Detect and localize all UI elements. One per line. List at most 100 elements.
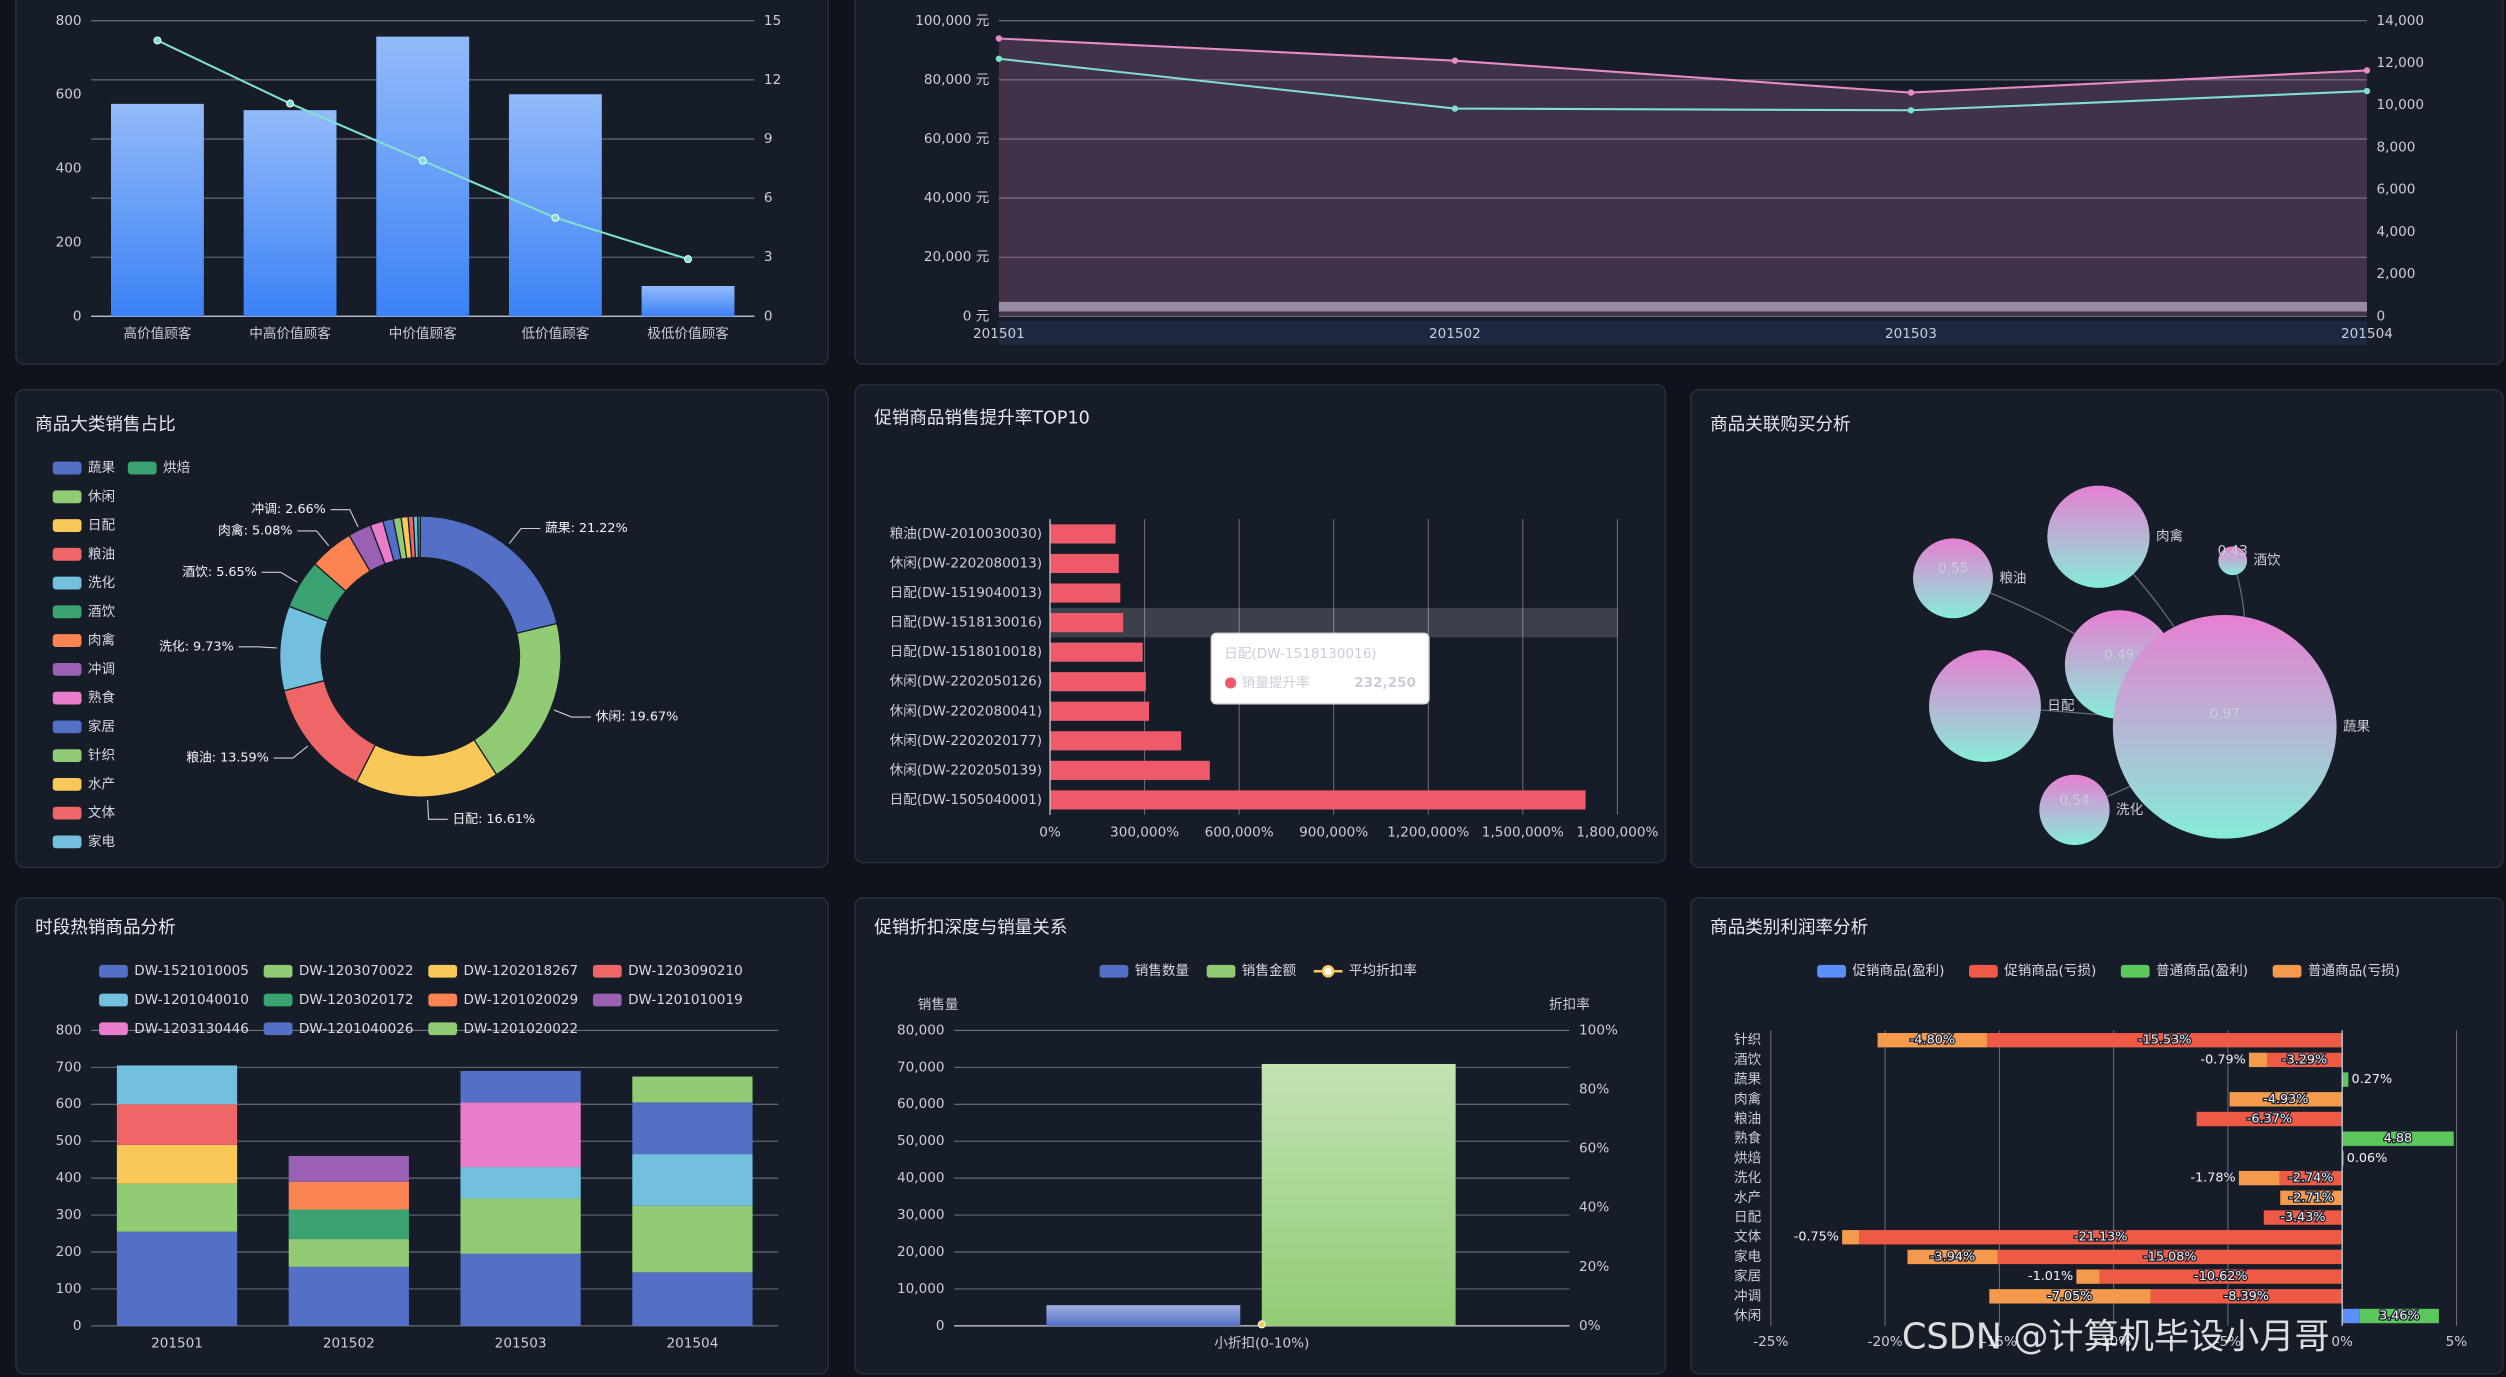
x-tick-label: 600,000%: [1205, 824, 1274, 840]
chart-title: 促销折扣深度与销量关系: [874, 918, 1067, 938]
y2-tick-label: 60%: [1579, 1141, 1609, 1157]
zoom-track: [998, 321, 2367, 346]
bar-segment: [632, 1272, 753, 1326]
bar: [1050, 701, 1150, 721]
legend-swatch: [263, 993, 293, 1007]
legend-swatch: [1817, 964, 1846, 978]
legend-label: 普通商品(亏损): [2308, 963, 2400, 979]
legend-label: DW-1201040026: [299, 1021, 414, 1037]
legend-swatch: [52, 490, 82, 504]
data-label: 冲调: 2.66%: [251, 502, 325, 517]
legend-swatch: [1099, 964, 1129, 978]
y-tick-label: 60,000 元: [924, 131, 989, 147]
y-tick-label: 针织: [1734, 1032, 1761, 1048]
area: [998, 38, 2367, 317]
watermark: CSDN @计算机毕设小月哥: [1902, 1317, 2330, 1358]
legend-label: 水产: [88, 776, 115, 792]
bar-sheen: [508, 94, 602, 317]
y2-tick-label: 0: [2377, 308, 2386, 324]
data-label: 蔬果: 21.22%: [545, 521, 628, 536]
node-label: 日配: [2047, 698, 2075, 714]
y-tick-label: 休闲(DW-2202050139): [890, 762, 1042, 778]
tooltip-value: 232,250: [1354, 675, 1416, 691]
y-tick-label: 700: [56, 1059, 82, 1075]
line-point: [418, 156, 427, 165]
node: [2218, 546, 2248, 576]
data-label: -3.29%: [2282, 1052, 2327, 1067]
legend-swatch: [592, 964, 622, 978]
x-tick-label: 低价值顾客: [521, 325, 589, 342]
zoom-bar: [998, 301, 2367, 312]
legend-label: DW-1202018267: [463, 963, 578, 979]
x-tick-label: -10%: [2096, 1334, 2131, 1350]
x-tick-label: 900,000%: [1299, 824, 1368, 840]
data-label: 肉禽: 5.08%: [218, 522, 292, 538]
bar-segment: [460, 1253, 581, 1326]
data-label: -1.01%: [2028, 1269, 2073, 1284]
data-label: -2.71%: [2289, 1190, 2334, 1205]
legend-label: 烘焙: [163, 460, 191, 476]
y-tick-label: 400: [56, 161, 82, 177]
label-line: [261, 571, 298, 583]
bar-segment: [288, 1266, 409, 1326]
legend-swatch: [428, 993, 458, 1007]
legend-label: DW-1201020029: [463, 992, 578, 1008]
legend-label: 文体: [88, 805, 116, 821]
legend-swatch: [1969, 964, 1998, 978]
x-tick-label: 201502: [323, 1335, 375, 1351]
y-tick-label: 文体: [1734, 1229, 1762, 1245]
y-tick-label: 200: [56, 234, 82, 250]
y-tick-label: 100,000 元: [915, 13, 989, 29]
legend-label: 休闲: [88, 489, 115, 505]
bar-sheen: [641, 286, 735, 317]
bar-segment: [2076, 1269, 2100, 1284]
legend-swatch: [99, 993, 128, 1007]
y-tick-label: 0 元: [963, 308, 990, 324]
bar-segment: [2099, 1269, 2343, 1284]
node-value: 0.49: [2104, 647, 2134, 663]
legend-swatch: [1321, 964, 1335, 978]
bar-segment: [2359, 1308, 2439, 1324]
y-tick-label: 冲调: [1734, 1288, 1761, 1304]
legend-label: 洗化: [88, 575, 116, 591]
data-label: -15.53%: [2138, 1033, 2191, 1048]
data-label: -1.78%: [2191, 1171, 2236, 1186]
y-tick-label: 休闲: [1734, 1308, 1761, 1324]
x-tick-label: 5%: [2446, 1334, 2468, 1350]
x-tick-label: -25%: [1753, 1334, 1788, 1350]
tooltip-marker: [1225, 677, 1237, 689]
x-tick-label: 201503: [1885, 326, 1937, 342]
legend-label: DW-1203130446: [134, 1021, 249, 1037]
legend-label: 酒饮: [88, 604, 116, 620]
panel: [854, 896, 1667, 1375]
bar-segment: [1907, 1249, 1998, 1265]
line-point: [286, 99, 295, 108]
x-tick-label: 1,200,000%: [1387, 824, 1469, 840]
line-point: [2363, 87, 2371, 95]
y-tick-label: 80,000 元: [924, 72, 989, 88]
line-point: [551, 213, 560, 222]
data-label: 洗化: 9.73%: [159, 639, 233, 654]
data-label: 酒饮: 5.65%: [182, 565, 256, 580]
legend-label: DW-1203070022: [299, 963, 414, 979]
data-label: -10.62%: [2194, 1269, 2247, 1284]
y-tick-label: 酒饮: [1734, 1052, 1762, 1068]
bar-segment: [2266, 1052, 2343, 1068]
y-tick-label: 50,000: [897, 1133, 945, 1149]
y-axis-name: 销售量: [918, 997, 959, 1013]
bar-segment: [2248, 1052, 2267, 1068]
y-tick-label: 休闲(DW-2202050126): [890, 674, 1042, 690]
x-tick-label: 201504: [2341, 326, 2393, 342]
y2-tick-label: 80%: [1579, 1081, 1609, 1097]
y2-tick-label: 12: [764, 72, 781, 88]
x-tick-label: -5%: [2215, 1334, 2242, 1350]
legend-label: 促销商品(亏损): [2004, 963, 2096, 979]
legend-label: 粮油: [88, 546, 115, 562]
bar-segment: [1987, 1033, 2343, 1048]
x-tick-label: 201501: [973, 326, 1025, 342]
x-tick-label: 201502: [1429, 326, 1481, 342]
data-label: 休闲: 19.67%: [596, 710, 679, 725]
y-tick-label: 30,000: [897, 1207, 945, 1223]
data-label: -15.08%: [2143, 1249, 2196, 1264]
bar-segment: [1859, 1230, 2343, 1245]
